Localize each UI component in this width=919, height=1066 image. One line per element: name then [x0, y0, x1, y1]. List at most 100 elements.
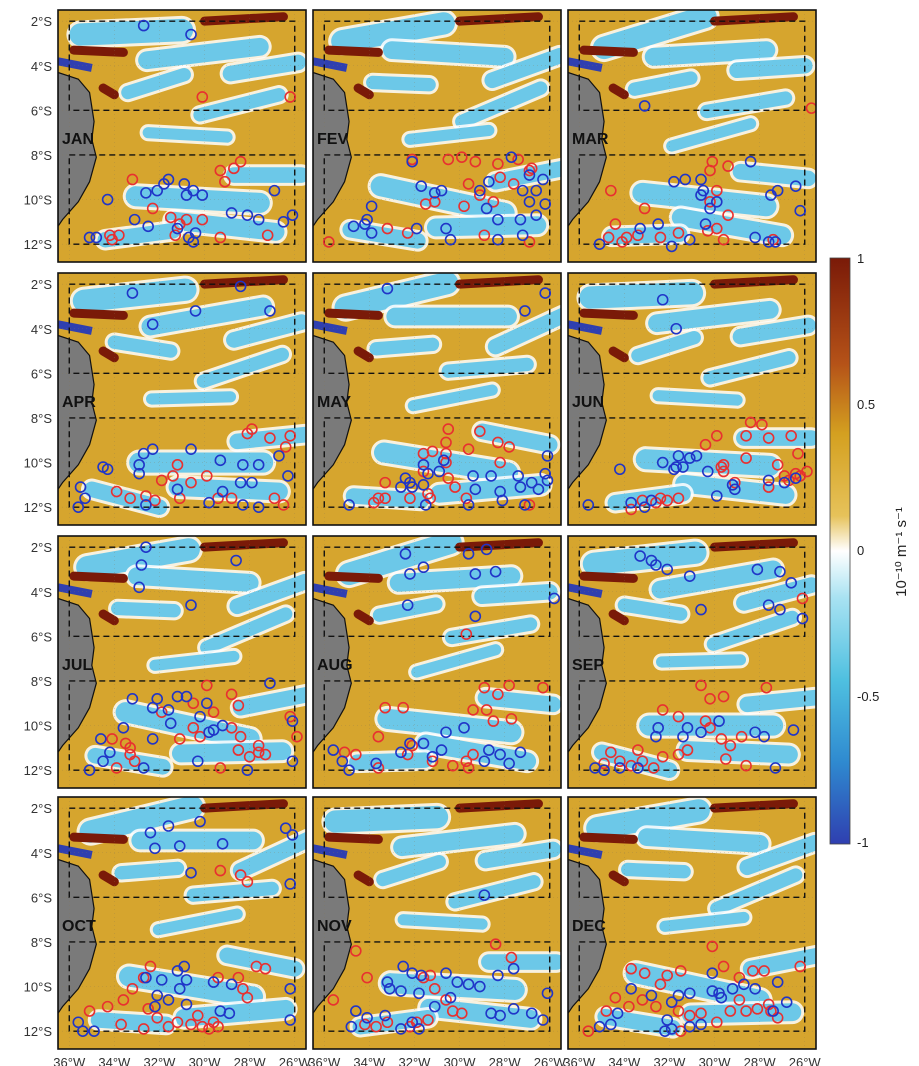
- marker-blue: [503, 757, 515, 770]
- month-label: MAY: [317, 394, 351, 411]
- marker-red: [699, 438, 712, 451]
- field-streak-negative: [592, 10, 717, 60]
- field-streak-negative: [168, 478, 288, 501]
- marker-blue: [440, 967, 452, 979]
- marker-blue: [683, 452, 696, 464]
- panel-frame: [312, 272, 562, 526]
- marker-red: [494, 171, 506, 184]
- marker-red: [214, 231, 227, 244]
- field-streak-negative: [671, 208, 792, 245]
- marker-red: [733, 994, 746, 1006]
- field-streak-negative: [107, 335, 178, 358]
- marker-blue: [512, 470, 524, 482]
- lat-tick-label: 8°S: [31, 935, 52, 950]
- marker-blue: [361, 213, 373, 226]
- marker-blue: [178, 178, 191, 190]
- marker-blue: [514, 746, 527, 759]
- study-box-south: [323, 417, 551, 508]
- marker-red: [638, 967, 651, 979]
- marker-red: [284, 429, 297, 442]
- study-box-north: [323, 20, 551, 112]
- marker-blue: [343, 764, 355, 776]
- marker-blue: [230, 554, 242, 567]
- marker-blue: [507, 1003, 520, 1015]
- marker-blue: [419, 499, 432, 511]
- field-streak-positive: [200, 12, 288, 26]
- lon-tick-label: 36°W: [563, 1055, 596, 1066]
- field-streak-strong-negative: [58, 583, 93, 598]
- marker-red: [117, 994, 130, 1006]
- lon-tick-label: 28°W: [234, 1055, 267, 1066]
- field-streak-negative: [389, 567, 521, 592]
- marker-blue: [523, 195, 536, 208]
- marker-blue: [677, 730, 689, 743]
- marker-blue: [638, 100, 651, 112]
- field-streak-negative: [710, 868, 803, 916]
- marker-blue: [494, 1009, 506, 1022]
- marker-red: [368, 496, 380, 509]
- marker-blue: [189, 227, 202, 239]
- marker-red: [214, 762, 227, 774]
- field-streak-negative: [145, 391, 237, 405]
- marker-blue: [214, 454, 227, 467]
- marker-red: [196, 1020, 209, 1033]
- marker-red: [460, 492, 473, 505]
- marker-red: [406, 739, 419, 752]
- marker-blue: [614, 463, 626, 476]
- marker-blue: [133, 581, 145, 594]
- marker-red: [650, 1000, 662, 1013]
- field-streak-negative: [621, 862, 691, 879]
- marker-red: [801, 465, 813, 478]
- field-streak-negative: [226, 314, 306, 348]
- land-mass: [58, 597, 97, 788]
- lat-tick-label: 2°S: [31, 277, 52, 292]
- marker-blue: [225, 207, 238, 219]
- marker-blue: [672, 450, 685, 462]
- field-streak-negative: [79, 797, 204, 843]
- land-mass: [58, 858, 97, 1049]
- lat-tick-label: 8°S: [31, 411, 52, 426]
- field-streak-positive: [200, 538, 288, 552]
- marker-blue: [480, 543, 493, 556]
- marker-red: [115, 1018, 127, 1031]
- marker-blue: [706, 985, 719, 997]
- marker-red: [442, 472, 455, 484]
- marker-blue: [216, 719, 229, 732]
- marker-blue: [146, 318, 159, 331]
- field-streak-negative: [149, 650, 240, 671]
- field-streak-negative: [487, 307, 561, 355]
- lat-tick-label: 4°S: [31, 846, 52, 861]
- marker-blue: [343, 499, 355, 511]
- marker-red: [467, 748, 479, 761]
- marker-red: [487, 715, 500, 727]
- month-label: AUG: [317, 657, 353, 674]
- field-streak-strong-negative: [313, 844, 348, 859]
- field-streak-positive: [455, 799, 543, 813]
- land-mass: [58, 334, 97, 525]
- marker-blue: [474, 980, 486, 993]
- lon-tick-label: 32°W: [143, 1055, 176, 1066]
- field-streak-negative: [229, 426, 306, 450]
- marker-blue: [672, 989, 685, 1002]
- marker-red: [277, 499, 290, 511]
- marker-blue: [286, 209, 299, 221]
- month-label: FEV: [317, 131, 348, 148]
- marker-red: [110, 485, 123, 498]
- study-box-south: [323, 154, 551, 245]
- marker-blue: [683, 570, 696, 582]
- land-mass: [58, 71, 97, 262]
- marker-blue: [406, 155, 419, 168]
- marker-red: [191, 1009, 204, 1022]
- marker-red: [252, 739, 265, 752]
- field-streak-negative: [455, 81, 548, 129]
- marker-red: [214, 164, 227, 177]
- marker-red: [625, 759, 637, 772]
- marker-red: [142, 1003, 154, 1015]
- marker-red: [609, 991, 622, 1004]
- marker-blue: [422, 467, 434, 480]
- lat-tick-label: 4°S: [31, 585, 52, 600]
- marker-red: [446, 759, 459, 772]
- marker-blue: [194, 710, 206, 723]
- marker-blue: [478, 755, 491, 768]
